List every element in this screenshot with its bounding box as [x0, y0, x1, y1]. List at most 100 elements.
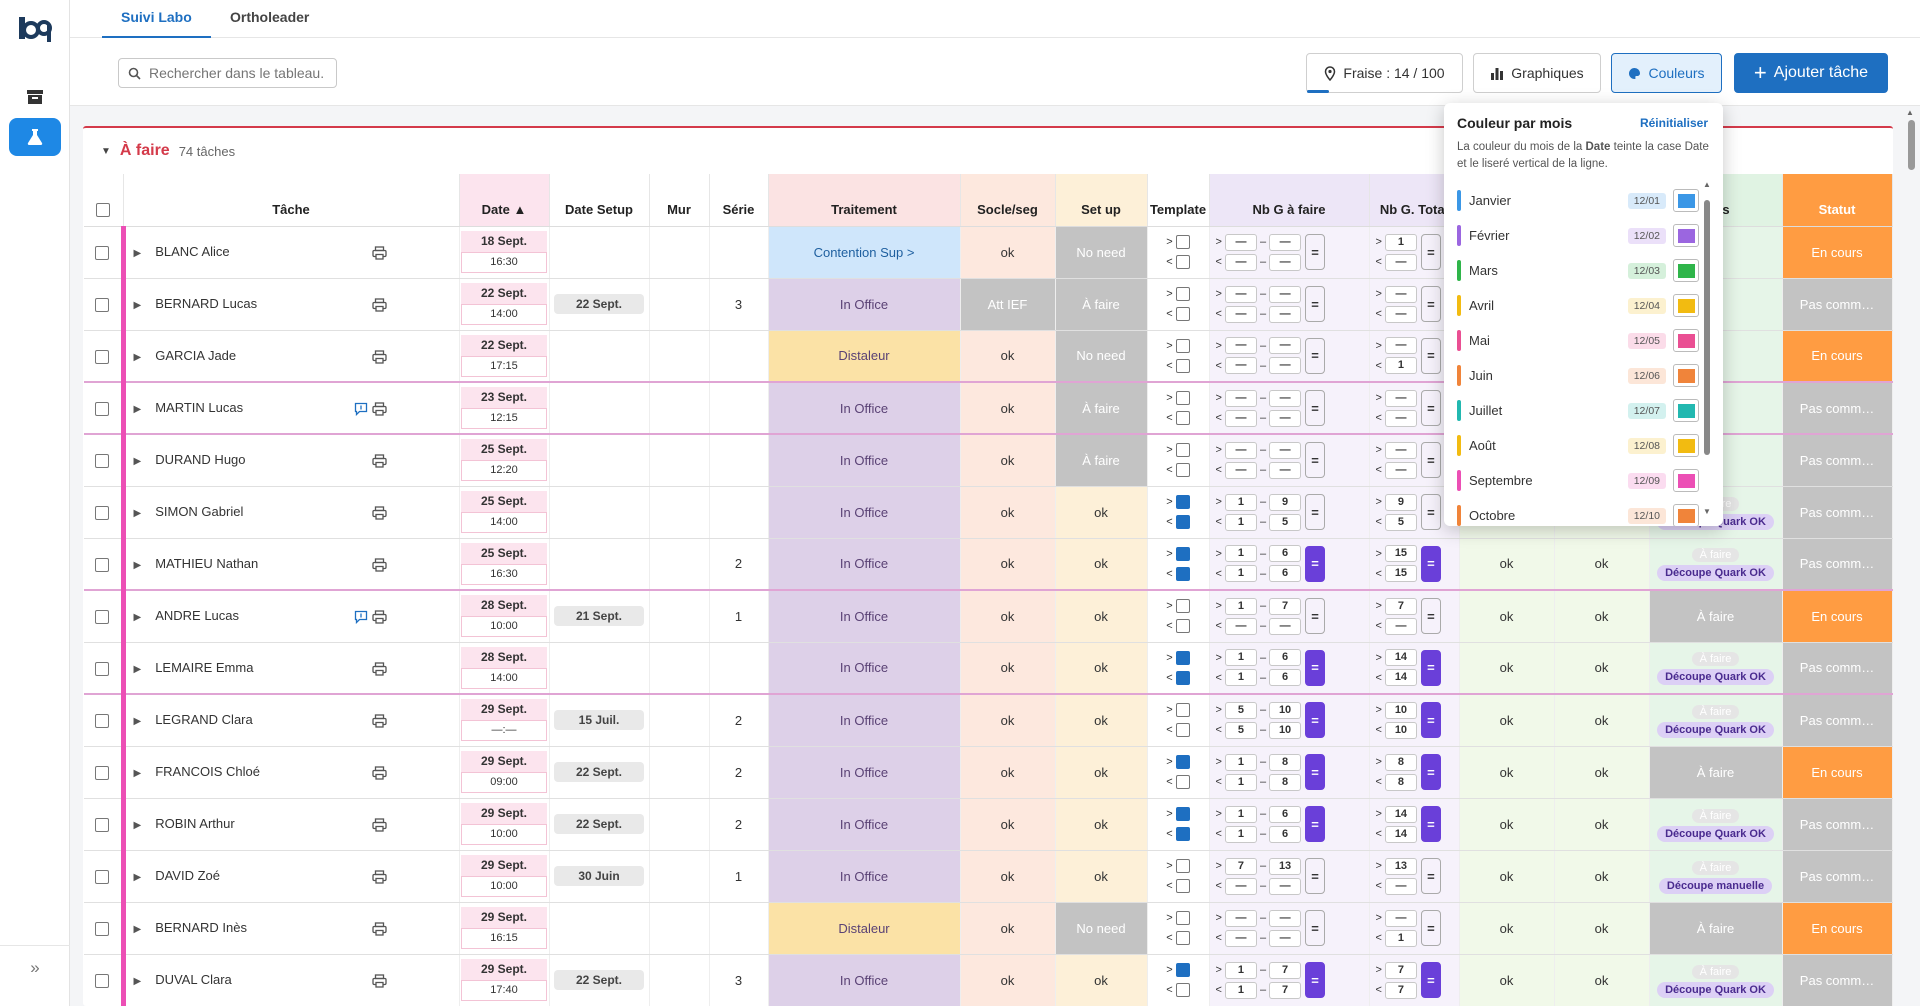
- nb-input[interactable]: —: [1269, 409, 1302, 427]
- nb-input[interactable]: 10: [1384, 721, 1417, 739]
- nb-input[interactable]: 7: [1384, 961, 1417, 979]
- equal-toggle[interactable]: =: [1420, 806, 1441, 842]
- template-lower-checkbox[interactable]: [1175, 931, 1190, 946]
- mur-cell[interactable]: [649, 381, 710, 435]
- date-cell[interactable]: 25 Sept. 14:00: [459, 486, 550, 539]
- section-header[interactable]: ▼ À faire 74 tâches: [83, 128, 1893, 174]
- expand-row-icon[interactable]: ▶: [133, 300, 142, 312]
- sidebar-item-labo[interactable]: [9, 118, 61, 156]
- task-cell[interactable]: ▶ DAVID Zoé: [120, 850, 460, 903]
- nb-input[interactable]: 1: [1224, 961, 1257, 979]
- row-checkbox[interactable]: [95, 505, 110, 520]
- nb-input[interactable]: —: [1224, 357, 1257, 375]
- nb-input[interactable]: 9: [1269, 493, 1302, 511]
- step2-cell[interactable]: ok: [1554, 798, 1650, 851]
- print-icon[interactable]: [372, 974, 387, 988]
- equal-toggle[interactable]: =: [1420, 545, 1441, 582]
- traitement-cell[interactable]: In Office: [768, 486, 961, 539]
- nb-g-a-faire-cell[interactable]: > 1 – 6 < 1 – 6 =: [1209, 642, 1370, 695]
- col-header[interactable]: Date ▲: [459, 174, 550, 227]
- mur-cell[interactable]: [649, 642, 710, 695]
- col-header[interactable]: Traitement: [768, 174, 961, 227]
- nb-input[interactable]: 1: [1224, 513, 1257, 531]
- template-lower-checkbox[interactable]: [1175, 307, 1190, 322]
- template-upper-checkbox[interactable]: [1175, 755, 1190, 770]
- nb-input[interactable]: 1: [1224, 669, 1257, 687]
- date-setup-cell[interactable]: [549, 381, 650, 435]
- statut-cell[interactable]: Pas comm…: [1782, 850, 1893, 903]
- equal-toggle[interactable]: =: [1420, 702, 1441, 739]
- date-setup-cell[interactable]: 22 Sept.: [549, 746, 650, 799]
- print-icon[interactable]: [372, 610, 387, 624]
- setup-state-cell[interactable]: ok: [1055, 693, 1148, 747]
- serie-cell[interactable]: 3: [709, 278, 769, 331]
- equal-toggle[interactable]: =: [1305, 442, 1326, 479]
- equal-toggle[interactable]: =: [1305, 962, 1326, 998]
- col-header[interactable]: Socle/seg: [960, 174, 1056, 227]
- month-color-swatch[interactable]: [1673, 399, 1699, 422]
- equal-toggle[interactable]: =: [1305, 649, 1326, 686]
- nb-input[interactable]: 1: [1224, 565, 1257, 583]
- equal-toggle[interactable]: =: [1305, 806, 1326, 842]
- nb-input[interactable]: 15: [1384, 565, 1417, 583]
- equal-toggle[interactable]: =: [1420, 754, 1441, 790]
- nb-input[interactable]: —: [1384, 285, 1417, 303]
- nb-input[interactable]: —: [1224, 409, 1257, 427]
- traitement-cell[interactable]: In Office: [768, 538, 961, 591]
- nb-g-a-faire-cell[interactable]: > 1 – 8 < 1 – 8 =: [1209, 746, 1370, 799]
- nb-input[interactable]: —: [1269, 929, 1302, 947]
- equal-toggle[interactable]: =: [1420, 494, 1441, 530]
- equal-toggle[interactable]: =: [1420, 286, 1441, 322]
- table-row[interactable]: ▶ ROBIN Arthur 29 Sept. 10:00 22 Sept. 2 I…: [84, 798, 1893, 851]
- nb-input[interactable]: 1: [1224, 805, 1257, 823]
- expand-row-icon[interactable]: ▶: [133, 716, 142, 728]
- socle-cell[interactable]: ok: [960, 538, 1056, 591]
- serie-cell[interactable]: [709, 226, 769, 279]
- row-checkbox[interactable]: [95, 401, 110, 416]
- equal-toggle[interactable]: =: [1420, 858, 1441, 894]
- task-cell[interactable]: ▶ ROBIN Arthur: [120, 798, 460, 851]
- template-upper-checkbox[interactable]: [1175, 443, 1190, 458]
- nb-g-a-faire-cell[interactable]: > — – — < — – — =: [1209, 330, 1370, 383]
- nb-input[interactable]: —: [1384, 253, 1417, 271]
- equal-toggle[interactable]: =: [1305, 286, 1326, 322]
- mur-cell[interactable]: [649, 798, 710, 851]
- template-upper-checkbox[interactable]: [1175, 650, 1190, 665]
- month-color-row[interactable]: Février 12/02: [1457, 221, 1699, 250]
- nb-g-total-cell[interactable]: > 14 < 14 =: [1369, 798, 1460, 851]
- statut-cell[interactable]: Pas comm…: [1782, 642, 1893, 695]
- nb-g-a-faire-cell[interactable]: > — – — < — – — =: [1209, 902, 1370, 955]
- serie-cell[interactable]: 1: [709, 850, 769, 903]
- date-setup-cell[interactable]: 15 Juil.: [549, 693, 650, 747]
- equal-toggle[interactable]: =: [1305, 337, 1326, 374]
- template-cell[interactable]: > <: [1147, 589, 1210, 643]
- nb-input[interactable]: —: [1224, 305, 1257, 323]
- nb-input[interactable]: 7: [1269, 961, 1302, 979]
- serie-cell[interactable]: 2: [709, 798, 769, 851]
- add-task-button[interactable]: + Ajouter tâche: [1734, 53, 1888, 93]
- serie-cell[interactable]: [709, 486, 769, 539]
- collapse-chevron-icon[interactable]: ▼: [101, 145, 111, 157]
- nb-input[interactable]: 13: [1269, 857, 1302, 875]
- date-cell[interactable]: 25 Sept. 12:20: [459, 433, 550, 487]
- socle-cell[interactable]: ok: [960, 642, 1056, 695]
- nb-input[interactable]: 1: [1224, 825, 1257, 843]
- mur-cell[interactable]: [649, 954, 710, 1006]
- template-upper-checkbox[interactable]: [1175, 287, 1190, 302]
- equal-toggle[interactable]: =: [1305, 702, 1326, 739]
- graphiques-button[interactable]: Graphiques: [1473, 53, 1601, 93]
- nb-input[interactable]: 7: [1384, 597, 1417, 615]
- traitement-cell[interactable]: In Office: [768, 954, 961, 1006]
- template-lower-checkbox[interactable]: [1175, 411, 1190, 426]
- month-color-row[interactable]: Avril 12/04: [1457, 291, 1699, 320]
- tab-ortholeader[interactable]: Ortholeader: [230, 9, 310, 25]
- equal-toggle[interactable]: =: [1420, 962, 1441, 998]
- search-box[interactable]: [118, 58, 337, 88]
- print-icon[interactable]: [372, 506, 387, 520]
- nb-input[interactable]: —: [1384, 909, 1417, 927]
- step1-cell[interactable]: ok: [1459, 798, 1555, 851]
- nb-input[interactable]: —: [1269, 337, 1302, 355]
- nb-input[interactable]: 5: [1224, 701, 1257, 719]
- step3-cell[interactable]: À faire Découpe Quark OK: [1649, 538, 1783, 591]
- equal-toggle[interactable]: =: [1305, 234, 1326, 270]
